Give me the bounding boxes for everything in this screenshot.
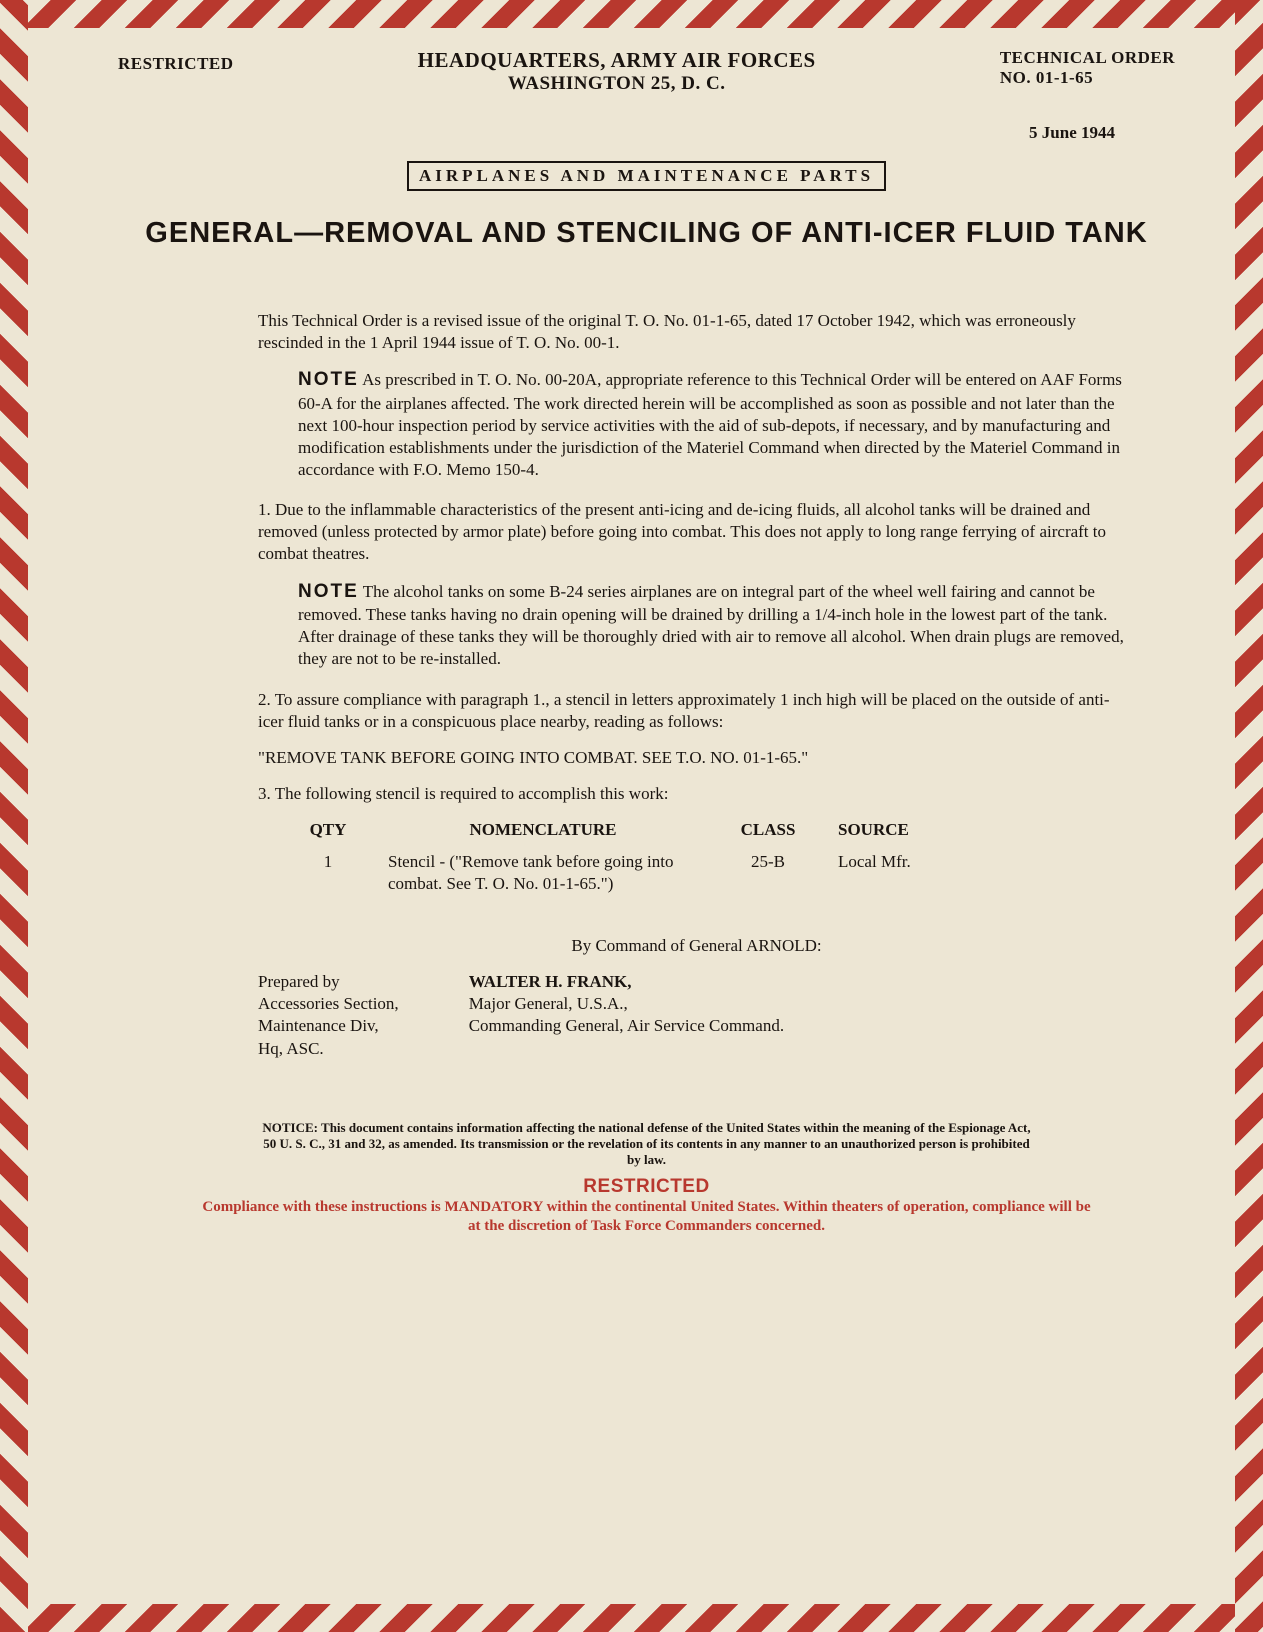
paragraph-1: 1. Due to the inflammable characteristic… [258,499,1135,565]
document-title: GENERAL—REMOVAL AND STENCILING OF ANTI-I… [118,217,1175,250]
note-1-text: As prescribed in T. O. No. 00-20A, appro… [298,370,1122,479]
border-top [0,0,1263,28]
td-class: 25-B [718,851,818,895]
to-label: TECHNICAL ORDER [1000,48,1175,68]
command-line: By Command of General ARNOLD: [258,935,1135,957]
note-2: NOTE The alcohol tanks on some B-24 seri… [258,580,1135,671]
to-number: NO. 01-1-65 [1000,68,1175,88]
issue-date: 5 June 1944 [118,123,1175,143]
sig-name: WALTER H. FRANK, [469,971,784,993]
espionage-notice: NOTICE: This document contains informati… [118,1120,1175,1169]
category-label: AIRPLANES AND MAINTENANCE PARTS [407,161,886,191]
note-2-text: The alcohol tanks on some B-24 series ai… [298,582,1124,669]
parts-table: QTY NOMENCLATURE CLASS SOURCE 1 Stencil … [258,819,1135,895]
header: RESTRICTED HEADQUARTERS, ARMY AIR FORCES… [118,48,1175,95]
td-qty: 1 [288,851,368,895]
stencil-quote: "REMOVE TANK BEFORE GOING INTO COMBAT. S… [258,747,1135,769]
category-wrap: AIRPLANES AND MAINTENANCE PARTS [118,161,1175,217]
prep-line3: Maintenance Div, [258,1015,399,1037]
prep-line2: Accessories Section, [258,993,399,1015]
hq-line2: WASHINGTON 25, D. C. [418,73,816,95]
hq-line1: HEADQUARTERS, ARMY AIR FORCES [418,48,816,73]
signature: WALTER H. FRANK, Major General, U.S.A., … [469,971,784,1059]
td-nomenclature: Stencil - ("Remove tank before going int… [388,851,698,895]
prepared-by: Prepared by Accessories Section, Mainten… [258,971,399,1059]
technical-order-no: TECHNICAL ORDER NO. 01-1-65 [1000,48,1175,88]
prep-line4: Hq, ASC. [258,1038,399,1060]
intro-paragraph: This Technical Order is a revised issue … [258,310,1135,354]
border-left [0,0,28,1632]
signature-block: Prepared by Accessories Section, Mainten… [258,971,1135,1059]
th-nomenclature: NOMENCLATURE [388,819,698,851]
prep-line1: Prepared by [258,971,399,993]
paragraph-2: 2. To assure compliance with paragraph 1… [258,689,1135,733]
paragraph-3: 3. The following stencil is required to … [258,783,1135,805]
note-1: NOTE As prescribed in T. O. No. 00-20A, … [258,368,1135,481]
note-label: NOTE [298,369,359,390]
note-label: NOTE [298,581,359,602]
compliance-footer: Compliance with these instructions is MA… [118,1198,1175,1236]
th-qty: QTY [288,819,368,851]
body-content: This Technical Order is a revised issue … [118,310,1175,1060]
restricted-footer: RESTRICTED [118,1176,1175,1198]
border-right [1235,0,1263,1632]
th-source: SOURCE [838,819,978,851]
th-class: CLASS [718,819,818,851]
document-body: RESTRICTED HEADQUARTERS, ARMY AIR FORCES… [28,28,1235,1604]
classification-label: RESTRICTED [118,48,234,74]
sig-rank: Major General, U.S.A., [469,993,784,1015]
headquarters: HEADQUARTERS, ARMY AIR FORCES WASHINGTON… [418,48,816,95]
td-source: Local Mfr. [838,851,978,895]
border-bottom [0,1604,1263,1632]
page: RESTRICTED HEADQUARTERS, ARMY AIR FORCES… [0,0,1263,1632]
sig-title: Commanding General, Air Service Command. [469,1015,784,1037]
